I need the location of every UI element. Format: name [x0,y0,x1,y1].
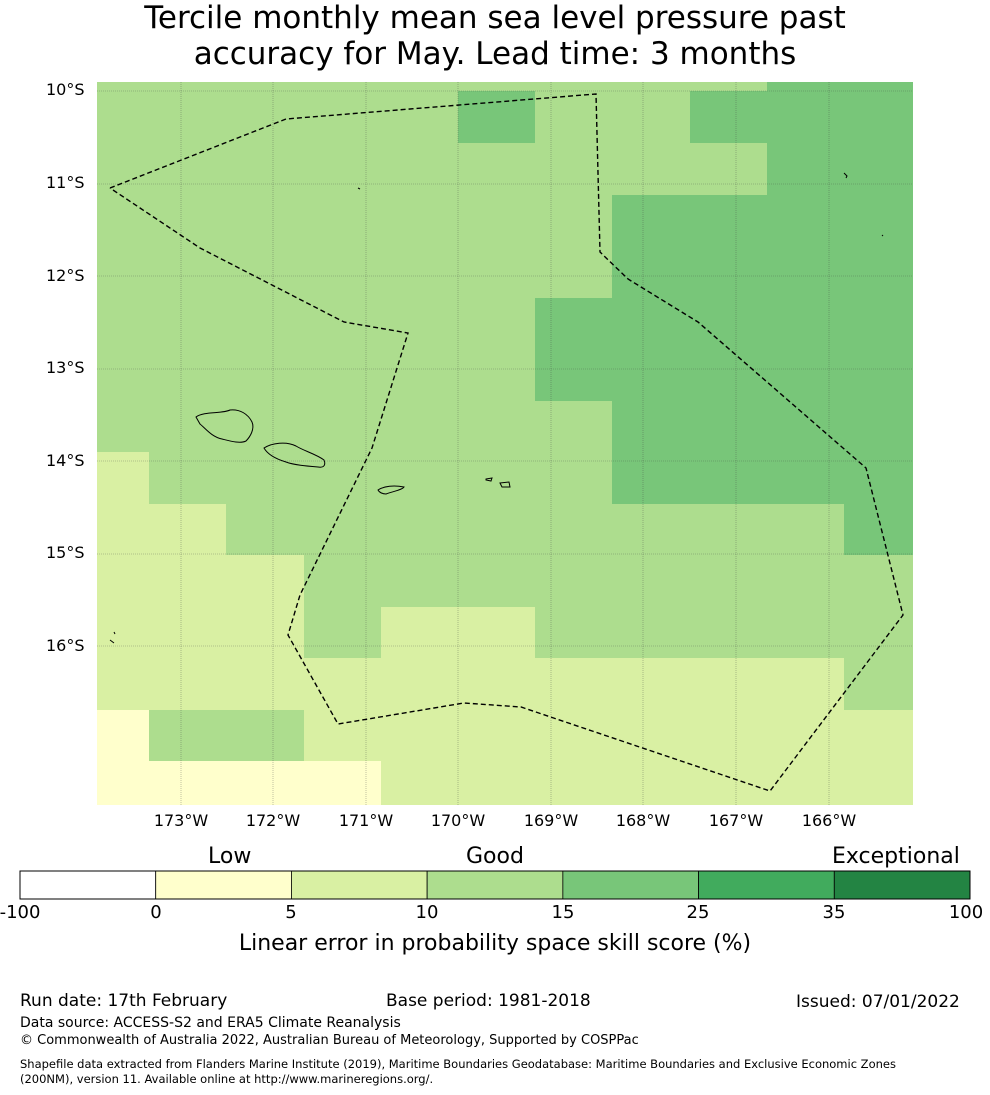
cell-east-block [612,195,913,298]
cell-southwest-a [97,710,149,805]
lon-label-172w: 172°W [245,811,301,830]
base-period: Base period: 1981-2018 [386,991,591,1011]
colorbar-tick-100: 100 [948,902,984,923]
shapefile-credit-line-2: (200NM), version 11. Available online at… [20,1072,434,1086]
lat-label-14s: 14°S [46,451,85,470]
cell-south-c [535,658,844,805]
map-title-line-1: Tercile monthly mean sea level pressure … [144,0,846,36]
colorbar-segment-1 [155,870,292,900]
island-tau [499,481,511,488]
colorbar-tick-0: 0 [150,902,162,923]
cell-top-right-b [767,82,913,195]
cell-east-mid [535,298,913,401]
island-savaii [195,409,254,443]
issued-date: Issued: 07/01/2022 [796,992,960,1012]
island-west-dot [109,631,116,644]
lat-label-15s: 15°S [46,543,85,562]
run-date: Run date: 17th February [20,991,228,1011]
cell-west-low-b [149,504,226,710]
island-upolu [263,442,326,468]
colorbar-frame [19,870,971,900]
lat-label-11s: 11°S [46,173,85,192]
map-title-line-2: accuracy for May. Lead time: 3 months [193,36,797,72]
cell-southwest-b [149,761,381,805]
colorbar-category-good: Good [466,844,524,869]
colorbar-tick-10: 10 [415,902,439,923]
map-gridlines [97,82,913,805]
island-swains [357,187,361,190]
island-tutuila [377,485,405,495]
lon-label-166w: 166°W [801,811,857,830]
colorbar-label: Linear error in probability space skill … [238,931,752,956]
colorbar-category-low: Low [208,844,252,869]
lat-label-16s: 16°S [46,636,85,655]
island-east-dot [881,234,884,237]
colorbar-tick-minus100: -100 [0,902,41,923]
data-source: Data source: ACCESS-S2 and ERA5 Climate … [20,1015,401,1031]
colorbar-segments [19,870,971,900]
lat-label-10s: 10°S [46,80,85,99]
shapefile-credit-line-1: Shapefile data extracted from Flanders M… [20,1057,896,1071]
lon-label-169w: 169°W [523,811,579,830]
island-nukunonu [843,172,848,179]
island-ofu [485,477,493,482]
colorbar-tick-35: 35 [822,902,846,923]
cell-west-low-a [97,452,149,710]
skill-cells [97,82,913,805]
lat-label-13s: 13°S [46,358,85,377]
lon-label-168w: 168°W [615,811,671,830]
colorbar-category-exceptional: Exceptional [832,844,960,869]
lon-label-173w: 173°W [153,811,209,830]
colorbar-tick-25: 25 [686,902,710,923]
cell-west-low-c [226,555,304,710]
lon-label-167w: 167°W [708,811,764,830]
colorbar-segment-5 [698,870,835,900]
copyright: © Commonwealth of Australia 2022, Austra… [20,1033,639,1048]
lon-label-171w: 171°W [338,811,394,830]
lat-label-12s: 12°S [46,266,85,285]
colorbar-segment-0 [19,870,157,900]
colorbar-segment-4 [562,870,699,900]
colorbar-segment-3 [426,870,564,900]
cell-east-lower [612,401,913,504]
eez-boundary [109,93,904,792]
islands [109,172,884,644]
cell-south-d [844,710,913,805]
colorbar-tick-15: 15 [551,902,575,923]
colorbar-tick-5: 5 [285,902,297,923]
lon-label-170w: 170°W [430,811,486,830]
cell-east-edge [844,504,913,555]
colorbar-segment-2 [291,870,428,900]
cell-top-right-a [690,91,767,143]
colorbar-segment-6 [833,870,971,900]
